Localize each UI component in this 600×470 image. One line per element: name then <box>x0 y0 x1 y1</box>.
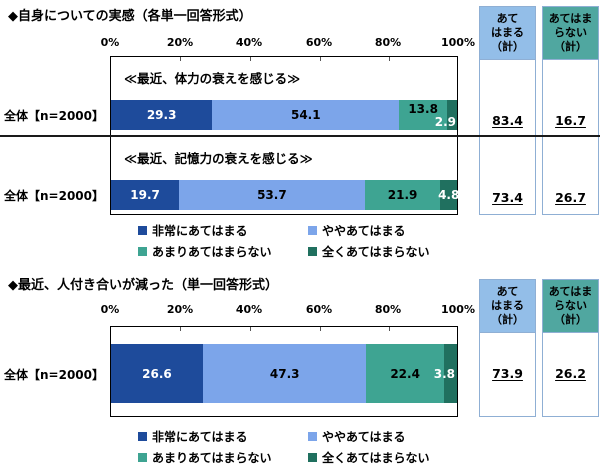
axis1-tick-80: 80% <box>374 36 402 49</box>
legend-item-somewhat-yes: ややあてはまる <box>308 222 406 239</box>
legend-label: 非常にあてはまる <box>152 430 248 444</box>
legend-item-somewhat-no: あまりあてはまらない <box>138 243 272 260</box>
axis2-tick-60: 60% <box>305 303 333 316</box>
axis2-tick-80: 80% <box>374 303 402 316</box>
axis1-tick-20: 20% <box>166 36 194 49</box>
legend-label: 全くあてはまらない <box>322 451 430 465</box>
bar-segment: 2.9 <box>435 100 458 130</box>
bar-segment-value: 3.8 <box>433 366 455 381</box>
bar-segment: 54.1 <box>212 100 400 130</box>
row-label-physical: 全体【n=2000】 <box>4 109 104 123</box>
legend-item-somewhat-yes: ややあてはまる <box>308 428 406 445</box>
bar-segment: 21.9 <box>364 180 441 210</box>
axis2-tick-100: 100% <box>441 303 475 316</box>
legend-label: あまりあてはまらない <box>152 245 272 259</box>
tick-mark <box>180 327 181 331</box>
bar-segment-value: 29.3 <box>146 108 177 122</box>
tick-mark <box>389 327 390 331</box>
bar-segment-value: 26.6 <box>142 366 172 381</box>
section1-subtitle-physical: ≪最近、体力の衰えを感じる≫ <box>124 71 301 86</box>
legend-item-strong-no: 全くあてはまらない <box>308 243 430 260</box>
disagree-total-header: あてはま らない （計） <box>543 280 598 333</box>
section1-subtitle-memory: ≪最近、記憶力の衰えを感じる≫ <box>124 151 313 166</box>
legend-item-strong-no: 全くあてはまらない <box>308 449 430 466</box>
bar-segment: 13.8 <box>399 100 447 130</box>
tick-mark <box>320 327 321 331</box>
tick-mark <box>389 57 390 61</box>
section2-agree-total-column: あて はまる （計） 73.9 <box>479 279 536 417</box>
legend-label: 非常にあてはまる <box>152 224 248 238</box>
bar-segment-value: 19.7 <box>130 188 160 202</box>
legend-swatch-strong-yes-icon <box>138 432 147 441</box>
axis2-tick-20: 20% <box>166 303 194 316</box>
tick-mark <box>250 327 251 331</box>
axis2-tick-40: 40% <box>235 303 263 316</box>
section2-plot-area: 26.6 47.3 22.4 3.8 <box>110 326 458 417</box>
agree-total-physical: 83.4 <box>492 113 523 128</box>
legend-swatch-strong-no-icon <box>308 247 317 256</box>
disagree-total-memory: 26.7 <box>555 190 586 205</box>
bar-segment-value: 54.1 <box>290 108 321 122</box>
row-label-memory: 全体【n=2000】 <box>4 189 104 203</box>
legend-swatch-strong-no-icon <box>308 453 317 462</box>
section2-title: ◆最近、人付き合いが減った（単一回答形式） <box>8 278 278 293</box>
bar-segment: 22.4 <box>366 344 444 403</box>
stacked-bar-physical-decline: 29.3 54.1 13.8 2.9 <box>111 100 458 130</box>
bar-segment: 47.3 <box>202 344 367 403</box>
bar-segment-value: 13.8 <box>408 102 438 116</box>
legend-label: 全くあてはまらない <box>322 245 430 259</box>
bar-segment: 26.6 <box>111 344 203 403</box>
legend-label: ややあてはまる <box>322 224 406 238</box>
axis1-tick-100: 100% <box>441 36 475 49</box>
bar-segment-value: 22.4 <box>390 366 420 381</box>
axis1-tick-60: 60% <box>305 36 333 49</box>
bar-segment: 19.7 <box>111 180 180 210</box>
bar-segment: 29.3 <box>111 100 213 130</box>
agree-total-memory: 73.4 <box>492 190 523 205</box>
section1-title: ◆自身についての実感（各単一回答形式） <box>8 9 252 24</box>
bar-segment: 3.8 <box>434 344 457 403</box>
legend-swatch-strong-yes-icon <box>138 226 147 235</box>
section1-disagree-total-column: あてはま らない （計） 16.7 26.7 <box>542 6 599 215</box>
bar-segment-value: 21.9 <box>387 188 418 202</box>
section2-disagree-total-column: あてはま らない （計） 26.2 <box>542 279 599 417</box>
bar-segment-value: 47.3 <box>269 366 300 381</box>
legend-swatch-somewhat-yes-icon <box>308 226 317 235</box>
stacked-bar-memory-decline: 19.7 53.7 21.9 4.8 <box>111 180 460 210</box>
legend-swatch-somewhat-yes-icon <box>308 432 317 441</box>
axis2-tick-0: 0% <box>100 303 120 316</box>
agree-total-header: あて はまる （計） <box>480 7 535 60</box>
bar-segment-value: 4.8 <box>438 188 460 202</box>
bar-segment-value: 53.7 <box>257 188 287 202</box>
legend-swatch-somewhat-no-icon <box>138 453 147 462</box>
disagree-total-social: 26.2 <box>555 366 586 381</box>
tick-mark <box>320 57 321 61</box>
bar-segment: 53.7 <box>179 180 365 210</box>
bar-segment-value: 2.9 <box>434 115 457 129</box>
legend-swatch-somewhat-no-icon <box>138 247 147 256</box>
tick-mark <box>250 57 251 61</box>
disagree-total-physical: 16.7 <box>555 113 586 128</box>
axis1-tick-0: 0% <box>100 36 120 49</box>
agree-total-social: 73.9 <box>492 366 523 381</box>
disagree-total-header: あてはま らない （計） <box>543 7 598 60</box>
agree-total-header: あて はまる （計） <box>480 280 535 333</box>
legend-label: ややあてはまる <box>322 430 406 444</box>
row-label-social: 全体【n=2000】 <box>4 368 104 382</box>
stacked-bar-social-decline: 26.6 47.3 22.4 3.8 <box>111 344 457 403</box>
legend-label: あまりあてはまらない <box>152 451 272 465</box>
axis1-tick-40: 40% <box>235 36 263 49</box>
legend-item-strong-yes: 非常にあてはまる <box>138 428 248 445</box>
legend-item-somewhat-no: あまりあてはまらない <box>138 449 272 466</box>
legend-item-strong-yes: 非常にあてはまる <box>138 222 248 239</box>
tick-mark <box>180 57 181 61</box>
section1-agree-total-column: あて はまる （計） 83.4 73.4 <box>479 6 536 215</box>
row-divider-line <box>0 135 600 137</box>
bar-segment: 4.8 <box>438 180 460 210</box>
